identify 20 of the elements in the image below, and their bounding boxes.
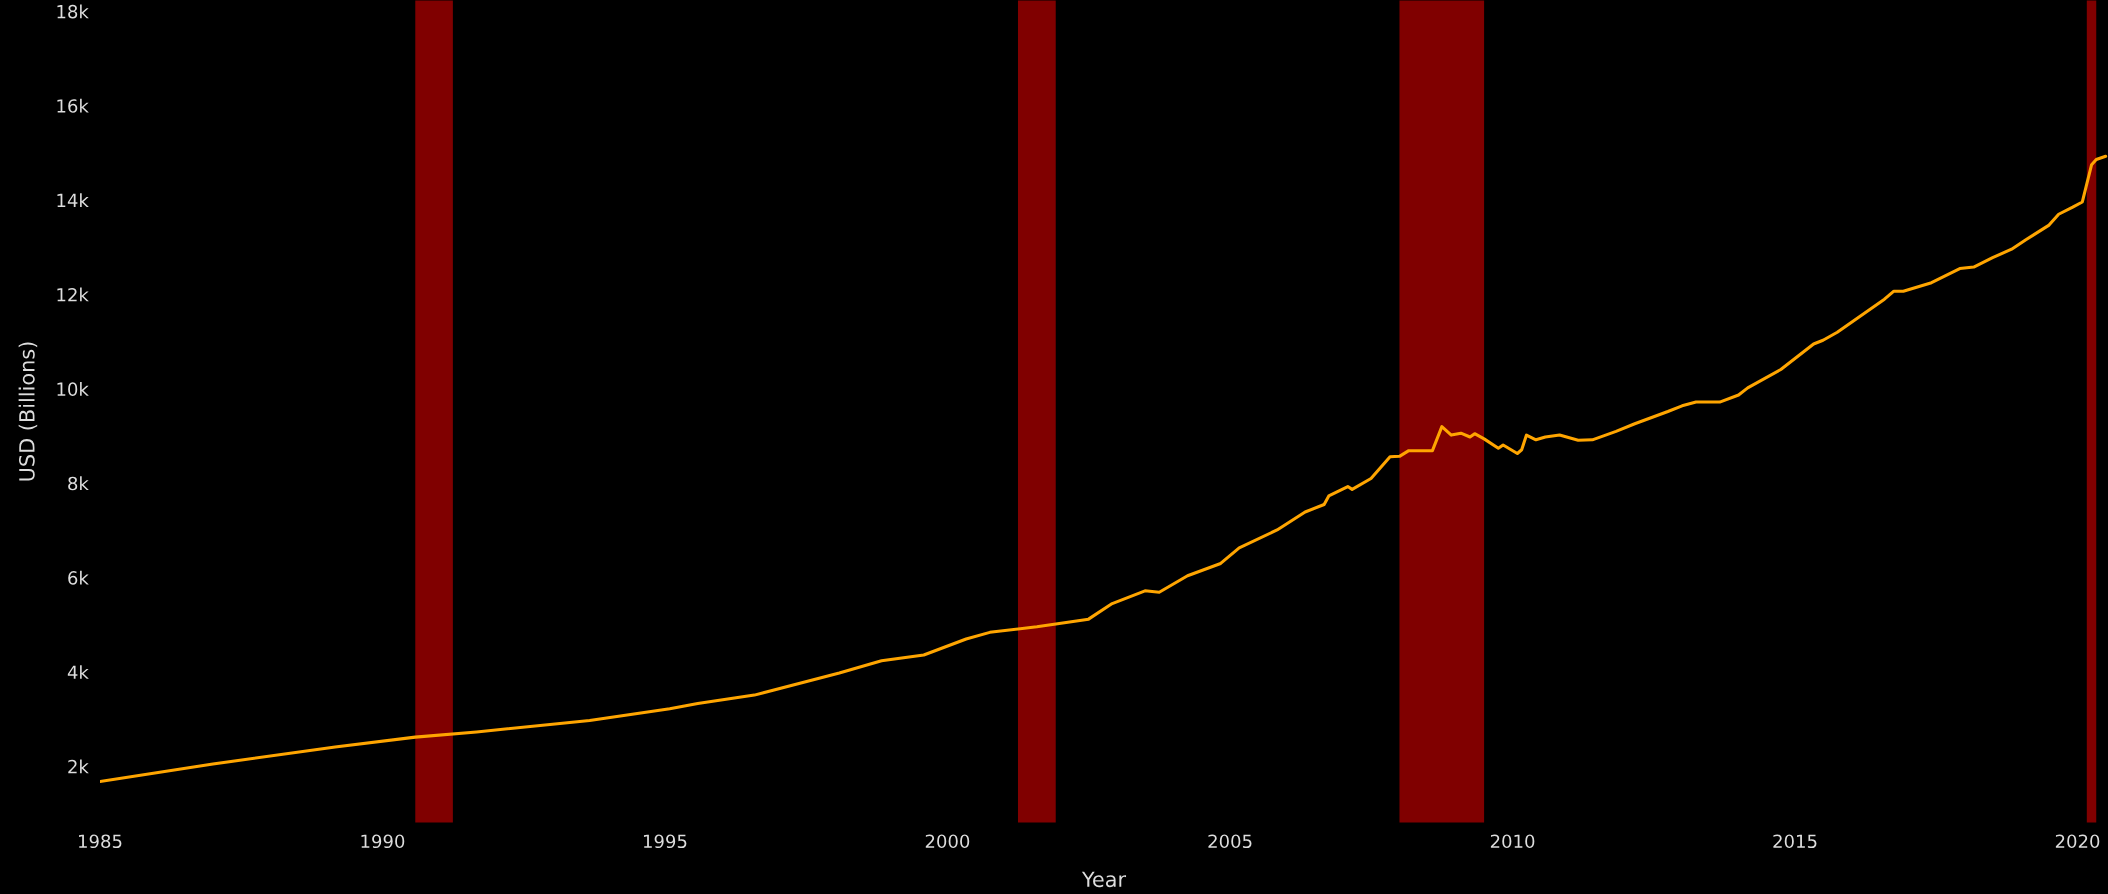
x-axis-title: Year [1081, 871, 1127, 888]
y-tick-label: 8k [68, 476, 89, 491]
y-axis-title: USD (Billions) [18, 342, 38, 481]
y-tick-label: 18k [57, 4, 89, 19]
y-tick-label: 16k [57, 98, 89, 113]
x-tick-label: 2010 [1490, 834, 1535, 849]
x-tick-label: 2000 [925, 834, 970, 849]
y-tick-label: 4k [67, 665, 89, 679]
y-tick-label: 2k [68, 759, 89, 774]
y-tick-label: 12k [57, 287, 89, 302]
y-tick-label: 10k [57, 381, 89, 396]
x-tick-label: 2020 [2055, 834, 2100, 849]
y-tick-label: 14k [57, 193, 89, 207]
x-tick-label: 2015 [1773, 834, 1817, 849]
x-tick-label: 1995 [643, 834, 687, 849]
y-tick-label: 6k [68, 570, 89, 585]
x-tick-label: 1990 [361, 834, 405, 849]
x-tick-label: 2005 [1208, 834, 1252, 849]
x-tick-label: 1985 [79, 834, 122, 849]
line-series [100, 154, 2108, 783]
